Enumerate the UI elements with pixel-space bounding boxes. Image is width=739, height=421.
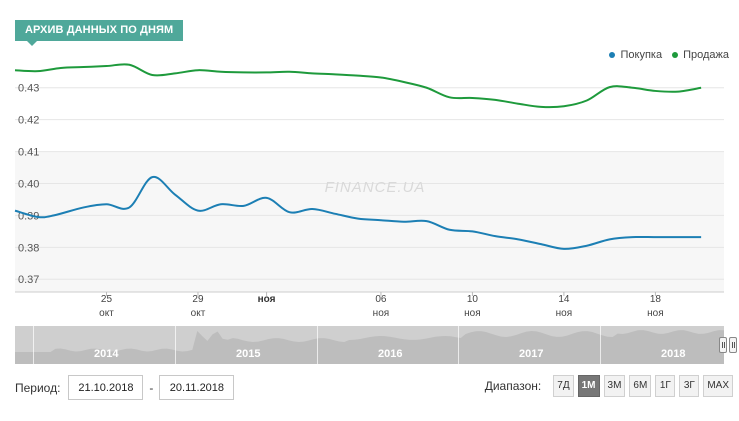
- navigator-year-label: 2014: [94, 348, 119, 360]
- range-button-max[interactable]: MAX: [703, 375, 733, 397]
- x-tick-month-label: окт: [191, 308, 206, 319]
- range-button-1y[interactable]: 1Г: [655, 375, 676, 397]
- range-button-7d[interactable]: 7Д: [553, 375, 574, 397]
- x-tick-day-label: 10: [467, 294, 479, 305]
- x-tick-day-label: 18: [650, 294, 662, 305]
- navigator-handle-right[interactable]: [729, 337, 737, 353]
- legend-item-buy[interactable]: Покупка: [609, 49, 662, 61]
- range-button-3y[interactable]: 3Г: [679, 375, 700, 397]
- navigator-year-separator: [600, 326, 601, 364]
- y-tick-label: 0.41: [18, 147, 39, 159]
- y-tick-label: 0.38: [18, 242, 39, 254]
- navigator-year-separator: [458, 326, 459, 364]
- y-tick-label: 0.42: [18, 115, 39, 127]
- x-tick-day-label: 29: [192, 294, 204, 305]
- navigator-year-label: 2015: [236, 348, 261, 360]
- chart-legend: Покупка Продажа: [609, 49, 729, 61]
- range-button-6m[interactable]: 6М: [629, 375, 652, 397]
- navigator-year-separator: [317, 326, 318, 364]
- chart-title: АРХИВ ДАННЫХ ПО ДНЯМ: [15, 20, 184, 46]
- navigator-sparkline: [15, 330, 724, 364]
- legend-dot-buy: [609, 52, 616, 58]
- navigator-year-label: 2016: [378, 348, 403, 360]
- period-separator: -: [149, 380, 154, 395]
- x-tick-month-label: ноя: [373, 308, 390, 319]
- legend-item-sell[interactable]: Продажа: [672, 49, 729, 61]
- range-label: Диапазон:: [484, 379, 542, 393]
- y-tick-label: 0.37: [18, 274, 39, 286]
- range-button-1m[interactable]: 1М: [577, 375, 600, 397]
- period-selector: Период: -: [15, 375, 235, 400]
- period-from-input[interactable]: [68, 375, 144, 400]
- navigator-year-label: 2017: [519, 348, 544, 360]
- line-chart: 0.370.380.390.400.410.420.43FINANCE.UA25…: [14, 63, 724, 319]
- y-tick-label: 0.40: [18, 178, 39, 190]
- x-tick-day-label: 06: [375, 294, 387, 305]
- x-tick-day-label: 14: [558, 294, 570, 305]
- legend-dot-sell: [672, 52, 679, 58]
- navigator-year-separator: [175, 326, 176, 364]
- x-tick-month-label: ноя: [556, 308, 573, 319]
- legend-label-buy: Покупка: [620, 49, 663, 61]
- period-label: Период:: [15, 380, 61, 395]
- x-tick-month-label: окт: [99, 308, 114, 319]
- navigator-year-separator: [33, 326, 34, 364]
- x-tick-day-label: 25: [101, 294, 113, 305]
- series-line-buy: [14, 176, 702, 250]
- navigator-year-label: 2018: [661, 348, 686, 360]
- legend-label-sell: Продажа: [683, 49, 729, 61]
- watermark-text: FINANCE.UA: [325, 179, 426, 196]
- x-tick-month-label: ноя: [258, 294, 276, 305]
- range-navigator[interactable]: 2014 2015 2016 2017 2018: [15, 326, 724, 364]
- x-tick-month-label: ноя: [464, 308, 481, 319]
- plot-band-lower: [15, 151, 724, 292]
- x-tick-month-label: ноя: [647, 308, 664, 319]
- navigator-area: [15, 330, 724, 364]
- period-to-input[interactable]: [159, 375, 235, 400]
- range-selector: Диапазон: 7Д 1М 3М 6М 1Г 3Г MAX: [485, 375, 733, 397]
- range-button-3m[interactable]: 3М: [603, 375, 626, 397]
- series-line-sell: [14, 63, 702, 109]
- navigator-handle-left[interactable]: [719, 337, 727, 353]
- y-tick-label: 0.43: [18, 83, 39, 95]
